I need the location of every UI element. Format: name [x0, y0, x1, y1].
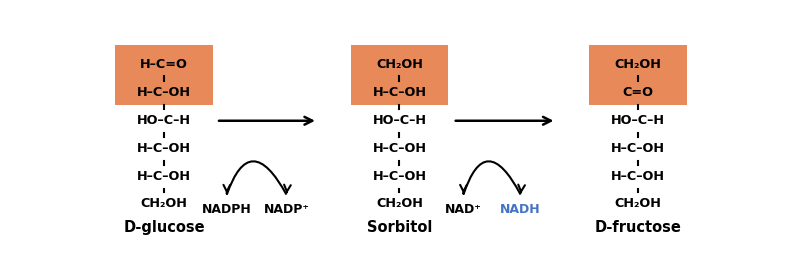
Text: Sorbitol: Sorbitol	[367, 220, 432, 235]
Text: HO–C–H: HO–C–H	[611, 114, 665, 127]
Text: CH₂OH: CH₂OH	[376, 58, 423, 71]
Text: NADP⁺: NADP⁺	[263, 202, 309, 216]
FancyBboxPatch shape	[590, 45, 687, 105]
Text: NAD⁺: NAD⁺	[445, 202, 482, 216]
Text: H–C–OH: H–C–OH	[373, 86, 426, 99]
Text: D-glucose: D-glucose	[123, 220, 205, 235]
Text: HO–C–H: HO–C–H	[373, 114, 426, 127]
Text: D-fructose: D-fructose	[595, 220, 681, 235]
Text: NADPH: NADPH	[202, 202, 252, 216]
Text: H–C–OH: H–C–OH	[137, 142, 191, 155]
Text: CH₂OH: CH₂OH	[141, 197, 187, 210]
Text: NADH: NADH	[501, 202, 541, 216]
FancyBboxPatch shape	[115, 45, 213, 105]
Text: H–C–OH: H–C–OH	[137, 170, 191, 183]
Text: HO–C–H: HO–C–H	[137, 114, 191, 127]
FancyBboxPatch shape	[351, 45, 448, 105]
Text: H–C=O: H–C=O	[140, 58, 188, 71]
Text: H–C–OH: H–C–OH	[611, 142, 665, 155]
Text: H–C–OH: H–C–OH	[373, 170, 426, 183]
Text: H–C–OH: H–C–OH	[137, 86, 191, 99]
Text: CH₂OH: CH₂OH	[615, 197, 662, 210]
Text: H–C–OH: H–C–OH	[373, 142, 426, 155]
Text: CH₂OH: CH₂OH	[615, 58, 662, 71]
Text: H–C–OH: H–C–OH	[611, 170, 665, 183]
Text: C=O: C=O	[622, 86, 654, 99]
Text: CH₂OH: CH₂OH	[376, 197, 423, 210]
